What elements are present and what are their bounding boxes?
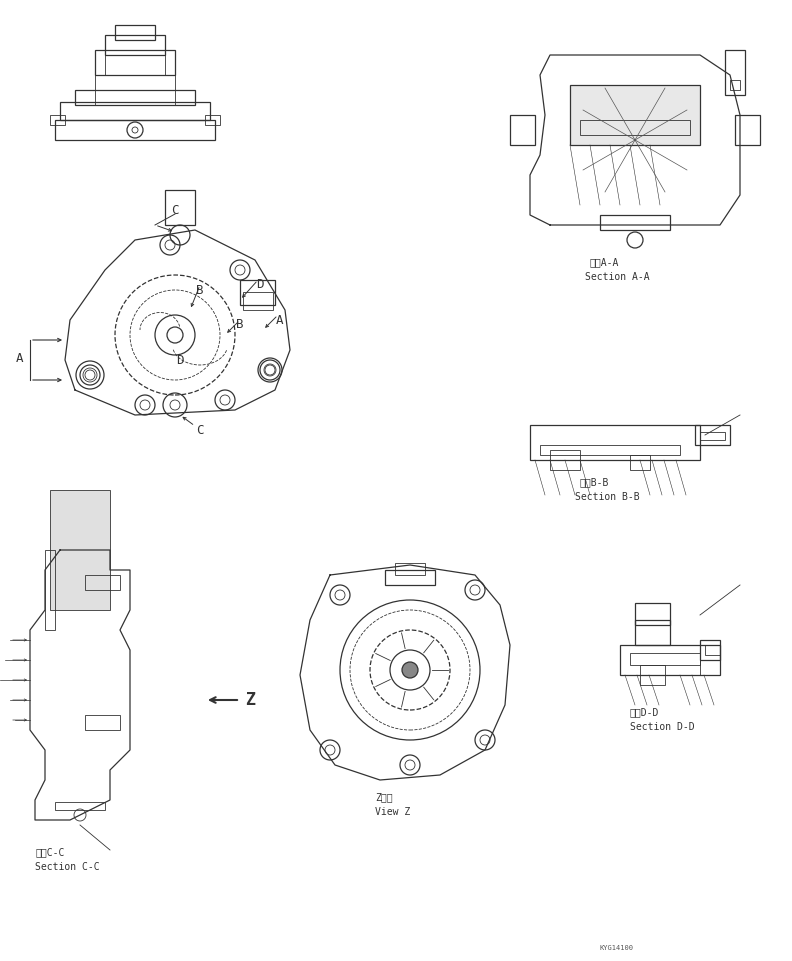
Bar xyxy=(640,665,665,685)
Bar xyxy=(205,115,220,125)
Text: B: B xyxy=(196,283,204,297)
Text: KYG14100: KYG14100 xyxy=(600,945,634,951)
Bar xyxy=(635,603,670,625)
Bar xyxy=(705,645,720,655)
Bar xyxy=(630,455,650,470)
Bar xyxy=(105,35,165,55)
Bar xyxy=(55,802,105,810)
Text: Section A-A: Section A-A xyxy=(585,272,649,282)
Bar xyxy=(725,50,745,95)
Bar xyxy=(695,425,730,445)
Bar xyxy=(165,190,195,225)
Text: 断面D-D: 断面D-D xyxy=(630,707,660,717)
Bar xyxy=(570,85,700,145)
Text: C: C xyxy=(171,204,179,216)
Bar xyxy=(395,563,425,575)
Text: Section D-D: Section D-D xyxy=(630,722,695,732)
Bar xyxy=(85,575,120,590)
Bar xyxy=(55,120,215,140)
Text: D: D xyxy=(177,354,184,366)
Circle shape xyxy=(402,662,418,678)
Text: Z: Z xyxy=(245,691,255,709)
Text: C: C xyxy=(196,424,204,436)
Text: 断面B-B: 断面B-B xyxy=(580,477,609,487)
Bar xyxy=(75,90,195,105)
Bar xyxy=(600,215,670,230)
Bar xyxy=(95,50,175,75)
Text: A: A xyxy=(17,352,24,364)
Bar xyxy=(530,425,700,460)
Bar xyxy=(620,645,720,675)
Bar xyxy=(85,715,120,730)
Bar xyxy=(240,280,275,305)
Bar xyxy=(50,115,65,125)
Bar xyxy=(60,102,210,120)
Text: A: A xyxy=(276,313,284,327)
Text: 断面A-A: 断面A-A xyxy=(590,257,619,267)
Bar xyxy=(730,80,740,90)
Text: 断面C-C: 断面C-C xyxy=(35,847,64,857)
Text: Section B-B: Section B-B xyxy=(575,492,640,502)
Bar xyxy=(510,115,535,145)
Bar xyxy=(385,570,435,585)
Text: View Z: View Z xyxy=(375,807,410,817)
Bar xyxy=(550,450,580,470)
Bar xyxy=(580,120,690,135)
Bar xyxy=(540,445,680,455)
Bar xyxy=(630,653,700,665)
Text: B: B xyxy=(236,318,244,332)
Text: Z　視: Z 視 xyxy=(375,792,393,802)
Bar xyxy=(45,550,55,630)
Text: D: D xyxy=(257,279,264,291)
Bar xyxy=(735,115,760,145)
Bar xyxy=(635,620,670,645)
Bar xyxy=(50,490,110,610)
Bar xyxy=(115,25,155,40)
Bar xyxy=(700,640,720,660)
Text: Section C-C: Section C-C xyxy=(35,862,100,872)
Bar xyxy=(700,432,725,440)
Bar xyxy=(243,292,273,310)
